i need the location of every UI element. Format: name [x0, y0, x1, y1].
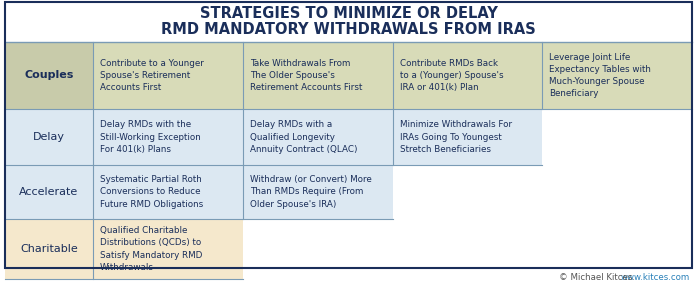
Bar [93, 219, 243, 279]
Text: STRATEGIES TO MINIMIZE OR DELAY: STRATEGIES TO MINIMIZE OR DELAY [199, 6, 498, 21]
Text: © Michael Kitces.: © Michael Kitces. [560, 273, 638, 282]
Text: Couples: Couples [24, 70, 74, 81]
Text: Leverage Joint Life
Expectancy Tables with
Much-Younger Spouse
Beneficiary: Leverage Joint Life Expectancy Tables wi… [549, 53, 651, 98]
Bar [5, 42, 93, 109]
Bar [93, 109, 243, 165]
Text: Take Withdrawals From
The Older Spouse's
Retirement Accounts First: Take Withdrawals From The Older Spouse's… [250, 59, 362, 92]
Text: www.kitces.com: www.kitces.com [621, 273, 690, 282]
Bar [5, 165, 93, 219]
Text: RMD MANDATORY WITHDRAWALS FROM IRAS: RMD MANDATORY WITHDRAWALS FROM IRAS [161, 23, 536, 37]
Text: Charitable: Charitable [20, 244, 78, 254]
Text: Withdraw (or Convert) More
Than RMDs Require (From
Older Spouse's IRA): Withdraw (or Convert) More Than RMDs Req… [250, 175, 372, 209]
Text: Minimize Withdrawals For
IRAs Going To Youngest
Stretch Beneficiaries: Minimize Withdrawals For IRAs Going To Y… [399, 120, 512, 154]
Text: Contribute to a Younger
Spouse's Retirement
Accounts First: Contribute to a Younger Spouse's Retirem… [100, 59, 204, 92]
Bar [5, 109, 93, 165]
Bar [93, 42, 243, 109]
Bar [542, 42, 692, 109]
Text: Delay RMDs with a
Qualified Longevity
Annuity Contract (QLAC): Delay RMDs with a Qualified Longevity An… [250, 120, 358, 154]
Bar [392, 109, 542, 165]
Text: Delay RMDs with the
Still-Working Exception
For 401(k) Plans: Delay RMDs with the Still-Working Except… [100, 120, 201, 154]
Bar [243, 42, 392, 109]
Text: Accelerate: Accelerate [20, 187, 79, 197]
Text: Contribute RMDs Back
to a (Younger) Spouse's
IRA or 401(k) Plan: Contribute RMDs Back to a (Younger) Spou… [399, 59, 503, 92]
Text: Delay: Delay [33, 132, 65, 142]
Text: Systematic Partial Roth
Conversions to Reduce
Future RMD Obligations: Systematic Partial Roth Conversions to R… [100, 175, 204, 209]
Bar [5, 219, 93, 279]
Bar [93, 165, 243, 219]
Bar [392, 42, 542, 109]
Bar [243, 109, 392, 165]
Bar [243, 165, 392, 219]
Text: Qualified Charitable
Distributions (QCDs) to
Satisfy Mandatory RMD
Withdrawals: Qualified Charitable Distributions (QCDs… [100, 226, 202, 272]
